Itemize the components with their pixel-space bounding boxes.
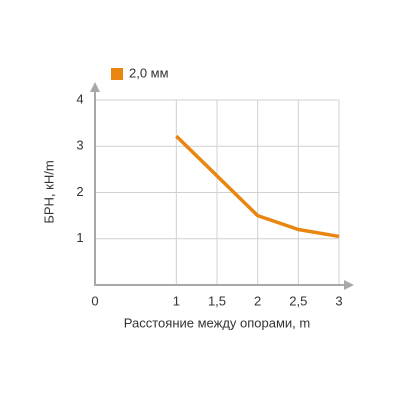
x-tick-label: 1,5 (208, 293, 226, 308)
x-arrow (344, 280, 354, 290)
grid (95, 99, 340, 285)
y-tick-label: 2 (76, 184, 83, 199)
legend-swatch (111, 68, 123, 80)
y-arrow (90, 82, 100, 92)
y-tick-label: 1 (76, 230, 83, 245)
legend-label: 2,0 мм (129, 65, 169, 80)
y-axis-label: БРН, кН/m (41, 160, 56, 223)
series-line (175, 134, 340, 239)
x-tick-label: 3 (335, 293, 342, 308)
x-tick-label: 2,5 (289, 293, 307, 308)
axes (94, 86, 350, 286)
x-tick-label: 0 (91, 293, 98, 308)
x-tick-label: 1 (173, 293, 180, 308)
x-tick-label: 2 (254, 293, 261, 308)
x-axis-label: Расстояние между опорами, m (124, 315, 310, 330)
y-tick-label: 4 (76, 91, 83, 106)
y-tick-label: 3 (76, 138, 83, 153)
